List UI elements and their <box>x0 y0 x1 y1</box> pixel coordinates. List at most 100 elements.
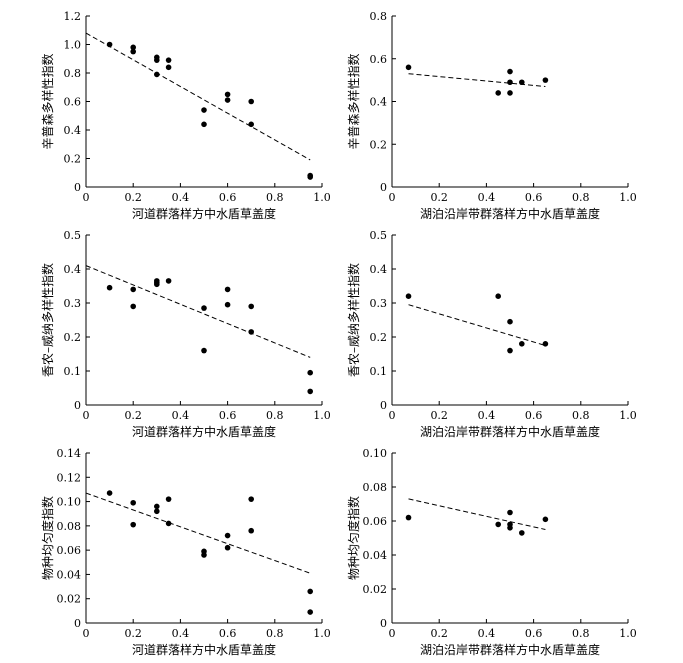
data-point <box>495 521 502 528</box>
y-tick-label: 0.6 <box>370 53 388 66</box>
data-point <box>519 341 525 347</box>
x-tick-label: 0.6 <box>525 191 543 204</box>
y-tick-label: 0.2 <box>370 138 388 151</box>
data-point <box>495 293 502 300</box>
y-tick-label: 0.06 <box>57 544 82 557</box>
y-axis-title: 香农–威纳多样性指数 <box>40 263 55 377</box>
data-point <box>106 490 113 496</box>
x-tick-label: 1.0 <box>313 627 331 640</box>
x-tick-label: 0.6 <box>525 409 543 422</box>
y-tick-label: 0.06 <box>363 515 388 528</box>
data-point <box>224 301 231 308</box>
data-point <box>507 525 513 531</box>
data-point <box>154 57 160 63</box>
x-tick-label: 0 <box>83 627 90 640</box>
x-tick-label: 0.2 <box>430 191 448 204</box>
x-tick-label: 0 <box>389 191 396 204</box>
y-tick-label: 0.6 <box>64 96 82 109</box>
x-tick-label: 0.8 <box>572 627 590 640</box>
data-point <box>130 44 136 51</box>
y-tick-label: 0.08 <box>57 520 82 533</box>
data-point <box>248 496 254 502</box>
x-tick-label: 0 <box>389 627 396 640</box>
x-axis-title: 河道群落样方中水盾草盖度 <box>132 642 276 657</box>
data-point <box>307 369 314 376</box>
data-point <box>130 286 136 293</box>
data-point <box>154 71 160 78</box>
x-tick-label: 0 <box>83 409 90 422</box>
x-axis-title: 湖泊沿岸带群落样方中水盾草盖度 <box>420 642 600 657</box>
trend-line <box>85 32 311 161</box>
data-point <box>307 388 314 395</box>
y-tick-label: 0.04 <box>57 568 82 581</box>
x-tick-label: 0 <box>389 409 396 422</box>
panel-evenness-river: 0 0.2 0.4 0.6 0.8 1.0 0 0.02 0.04 0.06 0.08 0.10 0.1… <box>40 447 331 657</box>
x-tick-label: 0.4 <box>478 409 496 422</box>
data-point <box>248 303 254 310</box>
y-tick-label: 0.1 <box>370 365 388 378</box>
x-tick-label: 0.6 <box>219 191 237 204</box>
data-point <box>130 521 136 528</box>
x-tick-label: 1.0 <box>619 409 637 422</box>
y-tick-label: 0.14 <box>57 447 82 460</box>
y-axis-title: 物种均匀度指数 <box>40 496 55 580</box>
data-point <box>201 121 207 128</box>
data-point <box>224 286 231 293</box>
x-tick-label: 0.8 <box>572 409 590 422</box>
data-point <box>130 303 136 310</box>
x-tick-label: 0 <box>83 191 90 204</box>
data-point <box>201 347 207 354</box>
x-axis-title: 河道群落样方中水盾草盖度 <box>132 424 276 439</box>
x-tick-label: 0.4 <box>172 409 190 422</box>
x-tick-label: 0.2 <box>124 627 142 640</box>
data-point <box>307 588 314 595</box>
y-tick-label: 1.2 <box>64 10 82 23</box>
y-tick-label: 0.1 <box>64 365 82 378</box>
data-point <box>165 520 172 527</box>
panel-shannon-lake: 0 0.2 0.4 0.6 0.8 1.0 0 0.1 0.2 0.3 0.4 0.5 湖泊沿岸带群落样… <box>346 229 637 439</box>
y-tick-label: 0.5 <box>370 229 388 242</box>
data-point <box>507 509 513 516</box>
x-tick-label: 1.0 <box>313 409 331 422</box>
x-tick-label: 0.4 <box>172 191 190 204</box>
data-point <box>542 77 549 83</box>
y-tick-label: 0 <box>380 399 387 412</box>
data-point <box>307 609 314 615</box>
data-point <box>507 347 513 354</box>
y-tick-label: 0 <box>380 181 387 194</box>
data-point <box>154 503 160 510</box>
y-tick-label: 0.4 <box>370 96 388 109</box>
x-tick-label: 0.2 <box>430 409 448 422</box>
x-tick-label: 0.4 <box>478 191 496 204</box>
data-point <box>201 107 207 113</box>
trend-line <box>408 73 546 88</box>
data-point <box>130 48 136 55</box>
data-point <box>248 98 254 105</box>
data-point <box>519 530 525 536</box>
y-tick-label: 0.02 <box>363 583 388 596</box>
data-point <box>165 57 172 63</box>
y-tick-label: 0.8 <box>370 10 388 23</box>
y-tick-label: 0.4 <box>370 263 388 276</box>
data-point <box>165 496 172 502</box>
trend-line <box>85 492 311 574</box>
x-axis-title: 湖泊沿岸带群落样方中水盾草盖度 <box>420 424 600 439</box>
y-tick-label: 0 <box>74 399 81 412</box>
data-point <box>165 278 172 284</box>
y-tick-label: 0 <box>380 617 387 630</box>
x-axis-title: 湖泊沿岸带群落样方中水盾草盖度 <box>420 206 600 221</box>
x-tick-label: 0.2 <box>124 191 142 204</box>
data-point <box>248 329 254 335</box>
y-tick-label: 0.3 <box>64 297 82 310</box>
data-point <box>507 90 513 96</box>
x-tick-label: 0.2 <box>124 409 142 422</box>
y-tick-label: 0.08 <box>363 481 388 494</box>
x-tick-label: 0.6 <box>219 409 237 422</box>
data-point <box>405 514 412 521</box>
y-axis-title: 辛普森多样性指数 <box>346 53 361 149</box>
x-tick-label: 1.0 <box>619 191 637 204</box>
y-tick-label: 0.5 <box>64 229 82 242</box>
data-point <box>224 544 231 551</box>
y-tick-label: 0.4 <box>64 263 82 276</box>
